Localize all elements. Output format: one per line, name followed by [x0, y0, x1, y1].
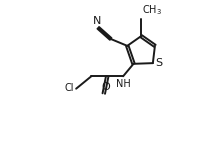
Text: NH: NH — [116, 79, 131, 89]
Text: S: S — [155, 58, 162, 68]
Text: CH$_3$: CH$_3$ — [143, 3, 163, 17]
Text: Cl: Cl — [64, 83, 74, 93]
Text: O: O — [101, 82, 110, 92]
Text: N: N — [93, 16, 102, 26]
